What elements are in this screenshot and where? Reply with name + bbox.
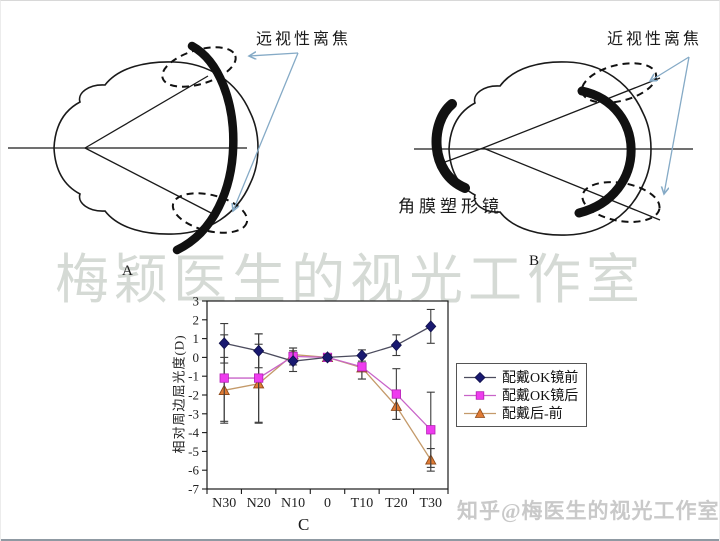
marker-diamond [390, 339, 402, 352]
bottom-border [1, 539, 719, 541]
y-tick-label: 1 [193, 331, 200, 346]
lower-ray-b [482, 147, 661, 221]
y-tick-label: -7 [188, 482, 199, 497]
legend-entry: 配戴OK镜前 [463, 368, 578, 386]
marker-square [254, 373, 264, 383]
x-tick-label: N30 [212, 496, 236, 511]
legend-marker [464, 390, 496, 400]
defocus-zone-top-a [161, 46, 237, 88]
ortho-k-lens-label: 角膜塑形镜 [398, 197, 503, 216]
legend-marker [464, 407, 496, 418]
x-tick-label: N10 [281, 496, 305, 511]
y-tick-label: -2 [188, 388, 199, 403]
y-tick-label: -1 [188, 369, 199, 384]
pointer-line-bottom-a [233, 52, 299, 211]
diagram-b [414, 56, 693, 236]
y-tick-label: 0 [193, 350, 200, 365]
y-tick-label: 3 [193, 294, 200, 309]
lower-ray-a [84, 147, 216, 216]
legend-label: 配戴后-前 [502, 407, 563, 422]
legend-label: 配戴OK镜后 [502, 389, 579, 404]
x-tick-label: T30 [420, 496, 443, 511]
x-tick-label: T10 [351, 496, 374, 511]
panel-label-c: C [298, 515, 310, 534]
x-tick-label: N20 [247, 496, 271, 511]
ortho-k-lens-arc [431, 99, 470, 193]
plot-area [206, 300, 449, 490]
image-shell-arc-a [172, 41, 238, 255]
legend-entry: 配戴OK镜后 [463, 386, 578, 404]
x-tick-label: T20 [385, 496, 408, 511]
marker-diamond [321, 351, 334, 364]
panel-label-a: A [122, 263, 133, 279]
marker-diamond [356, 349, 368, 362]
hyperopic-defocus-label: 远视性离焦 [256, 31, 352, 48]
diagram-a [8, 41, 299, 255]
marker-square [357, 362, 367, 372]
watermark-bottom: 知乎@梅医生的视光工作室 [457, 499, 720, 523]
myopic-defocus-label: 近视性离焦 [607, 31, 703, 48]
y-tick-label: 2 [193, 312, 200, 327]
chart-legend: 配戴OK镜前 配戴OK镜后 配戴后-前 [456, 363, 588, 427]
defocus-zone-bottom-a [171, 192, 249, 234]
image-shell-arc-b [574, 86, 636, 218]
y-tick-label: -3 [188, 406, 199, 421]
pointer-line-top-b [650, 56, 690, 81]
watermark-center: 梅颖医生的视光工作室 [55, 250, 645, 310]
legend-label: 配戴OK镜前 [502, 371, 579, 386]
upper-ray-b [482, 77, 661, 149]
panel-label-b: B [529, 253, 540, 269]
marker-diamond [218, 337, 230, 350]
upper-ray-a [84, 75, 209, 149]
marker-diamond [425, 320, 437, 333]
marker-square [219, 373, 229, 383]
back-ray-b [444, 147, 484, 163]
marker-square [426, 425, 436, 435]
marker-diamond [253, 344, 265, 357]
pointer-line-bottom-b [664, 56, 690, 194]
y-tick-label: -6 [188, 463, 199, 478]
y-tick-label: -4 [188, 425, 199, 440]
marker-square [391, 389, 401, 399]
marker-diamond [287, 355, 299, 368]
y-tick-label: -5 [188, 444, 199, 459]
pointer-line-top-a [249, 53, 299, 56]
defocus-zone-bottom-b [581, 181, 661, 223]
chart-y-axis-label: 相对周边屈光度(D) [171, 334, 187, 454]
legend-entry: 配戴后-前 [463, 404, 578, 422]
legend-marker [464, 371, 496, 383]
x-tick-label: 0 [324, 496, 331, 511]
